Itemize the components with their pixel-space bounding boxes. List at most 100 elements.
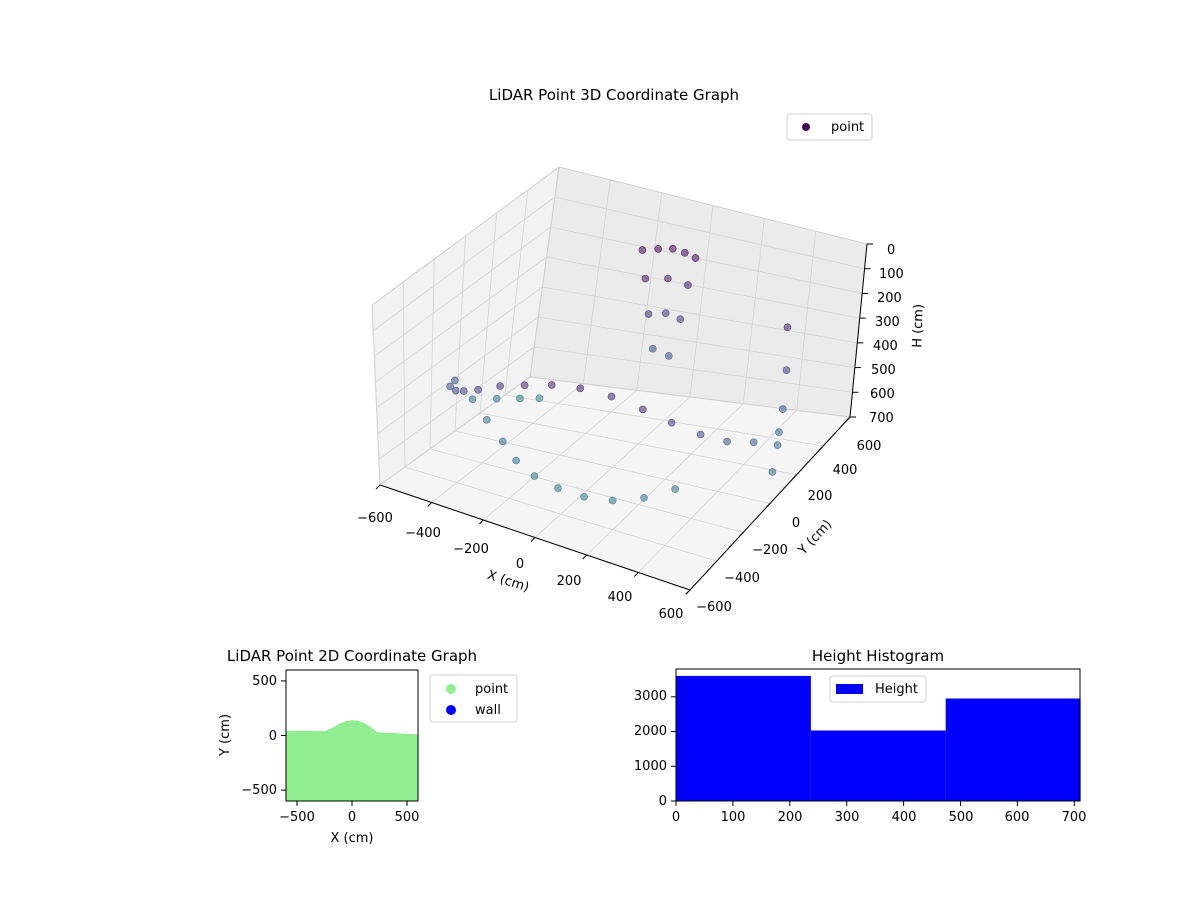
x-tick-label: 0 xyxy=(516,557,524,572)
tick-mark xyxy=(582,554,588,560)
legend-marker-point xyxy=(802,123,810,131)
tick-mark xyxy=(427,502,433,507)
chart-2d: LiDAR Point 2D Coordinate Graph −500 0 5… xyxy=(218,647,518,846)
x-tick-label: 200 xyxy=(557,574,582,589)
chart-3d-y-ticks: −600 −400 −200 0 200 400 600 xyxy=(696,439,881,615)
chart-2d-legend[interactable]: point wall xyxy=(429,674,518,723)
data-point xyxy=(680,249,689,257)
histogram-title: Height Histogram xyxy=(812,647,944,665)
data-point xyxy=(667,418,676,427)
chart-3d-z-axis-label: H (cm) xyxy=(910,304,927,348)
grid-line xyxy=(504,394,824,447)
data-point xyxy=(691,254,700,262)
x-tick-label: 600 xyxy=(659,607,684,622)
y-tick-label: 3000 xyxy=(634,689,667,704)
chart-3d-z-ticks: 0 100 200 300 400 500 600 700 xyxy=(869,243,904,426)
data-point xyxy=(520,381,529,390)
data-point xyxy=(492,394,501,403)
data-point xyxy=(676,315,685,324)
histogram-bars xyxy=(676,675,1081,801)
y-tick-label: 500 xyxy=(252,674,277,689)
grid-line xyxy=(529,376,851,418)
data-point xyxy=(723,437,731,446)
histogram-bar xyxy=(676,675,811,801)
y-tick-label: −400 xyxy=(724,571,760,586)
x-tick-label: 100 xyxy=(721,810,746,825)
z-tick-label: 200 xyxy=(877,291,902,306)
chart-2d-y-axis-label: Y (cm) xyxy=(218,714,233,757)
tick-mark xyxy=(818,445,824,451)
tick-mark xyxy=(633,572,639,577)
chart-3d-x-ticks: −600 −400 −200 0 200 400 600 xyxy=(357,511,683,622)
x-tick-label: 0 xyxy=(348,810,356,825)
grid-line xyxy=(371,304,381,486)
chart-2d-ticks xyxy=(281,680,408,806)
tick-mark xyxy=(478,519,484,525)
data-point xyxy=(554,484,562,492)
data-point xyxy=(664,352,673,360)
histogram-ticks xyxy=(671,696,1075,806)
data-point xyxy=(668,244,677,253)
data-point xyxy=(451,386,460,395)
x-tick-label: 0 xyxy=(672,810,680,825)
tick-mark xyxy=(530,537,536,542)
y-tick-label: 200 xyxy=(808,489,833,504)
tick-mark xyxy=(845,416,851,422)
histogram-legend[interactable]: Height xyxy=(829,675,927,703)
data-point xyxy=(468,395,477,404)
legend-label-height: Height xyxy=(875,682,918,697)
z-tick-label: 600 xyxy=(870,387,895,402)
data-point xyxy=(482,415,491,424)
grid-line xyxy=(689,205,714,398)
data-point xyxy=(664,274,672,283)
grid-line xyxy=(429,258,435,450)
x-tick-label: 600 xyxy=(1005,810,1030,825)
data-point xyxy=(775,428,783,437)
grid-line xyxy=(742,218,765,404)
chart-3d-legend[interactable]: point xyxy=(786,113,873,141)
x-tick-label: −400 xyxy=(405,526,441,541)
legend-marker-point xyxy=(446,684,456,694)
legend-frame xyxy=(829,675,927,703)
data-point xyxy=(607,392,616,401)
data-point xyxy=(768,468,777,476)
chart-3d: LiDAR Point 3D Coordinate Graph −600 −40… xyxy=(357,86,927,622)
data-point xyxy=(516,394,524,403)
grid-line xyxy=(546,256,860,319)
x-tick-label: −200 xyxy=(453,542,489,557)
data-point xyxy=(661,309,670,318)
x-tick-label: 300 xyxy=(835,810,860,825)
data-point xyxy=(530,472,539,480)
data-point xyxy=(648,344,657,353)
grid-line xyxy=(454,235,466,432)
data-point xyxy=(783,323,792,332)
grid-line xyxy=(582,179,611,384)
z-tick-label: 400 xyxy=(873,339,898,354)
grid-line xyxy=(554,196,865,270)
chart-histogram: Height Histogram 0 100 200 300 400 500 6… xyxy=(634,647,1087,825)
chart-3d-points xyxy=(375,243,873,595)
data-point xyxy=(638,405,647,414)
y-tick-label: −500 xyxy=(241,783,277,798)
data-point xyxy=(782,366,791,375)
legend-label-point: point xyxy=(475,682,508,697)
legend-marker-height xyxy=(836,684,863,694)
grid-line xyxy=(796,231,817,411)
x-tick-label: 200 xyxy=(778,810,803,825)
data-point xyxy=(451,376,459,385)
y-tick-label: 0 xyxy=(792,516,800,531)
chart-3d-back-pane xyxy=(529,166,868,418)
data-point xyxy=(640,493,648,502)
histogram-bar xyxy=(945,698,1081,801)
chart-3d-x-axis-label: X (cm) xyxy=(485,568,531,596)
chart-2d-x-axis-label: X (cm) xyxy=(331,831,374,846)
legend-marker-wall xyxy=(446,705,456,715)
x-tick-label: −500 xyxy=(279,810,315,825)
data-point xyxy=(547,381,556,389)
data-point xyxy=(696,430,705,439)
data-point xyxy=(749,438,758,447)
data-point xyxy=(778,405,787,413)
tick-mark xyxy=(685,589,691,595)
legend-frame xyxy=(786,113,873,141)
